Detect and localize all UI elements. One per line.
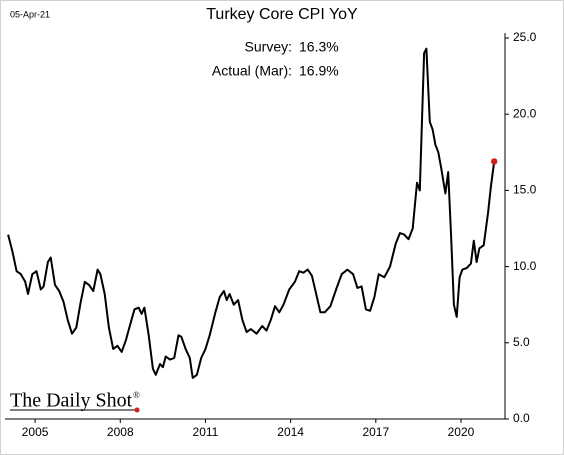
y-tick-label: 10.0 bbox=[513, 259, 537, 273]
x-tick-label: 2014 bbox=[277, 425, 304, 439]
date: 05-Apr-21 bbox=[10, 9, 50, 19]
y-tick-label: 5.0 bbox=[513, 335, 530, 349]
x-tick-label: 2008 bbox=[107, 425, 134, 439]
annotation-value: 16.3% bbox=[299, 39, 339, 55]
chart-title: Turkey Core CPI YoY bbox=[206, 6, 358, 23]
x-tick-label: 2017 bbox=[362, 425, 389, 439]
logo-dot bbox=[134, 407, 140, 413]
x-tick-label: 2005 bbox=[22, 425, 49, 439]
annotation-label: Actual (Mar): bbox=[212, 63, 292, 79]
source-mark: ® bbox=[133, 390, 140, 400]
x-tick-label: 2011 bbox=[193, 425, 219, 439]
x-tick-label: 2020 bbox=[448, 425, 475, 439]
y-tick-label: 20.0 bbox=[513, 106, 537, 120]
line bbox=[7, 47, 496, 379]
annotation-label: Survey: bbox=[245, 39, 292, 55]
last-point bbox=[491, 158, 498, 165]
y-tick-label: 15.0 bbox=[513, 183, 537, 197]
annotation-value: 16.9% bbox=[299, 63, 339, 79]
source-logo: The Daily Shot bbox=[10, 390, 133, 412]
y-tick-label: 0.0 bbox=[513, 411, 530, 425]
y-tick-label: 25.0 bbox=[513, 30, 537, 44]
